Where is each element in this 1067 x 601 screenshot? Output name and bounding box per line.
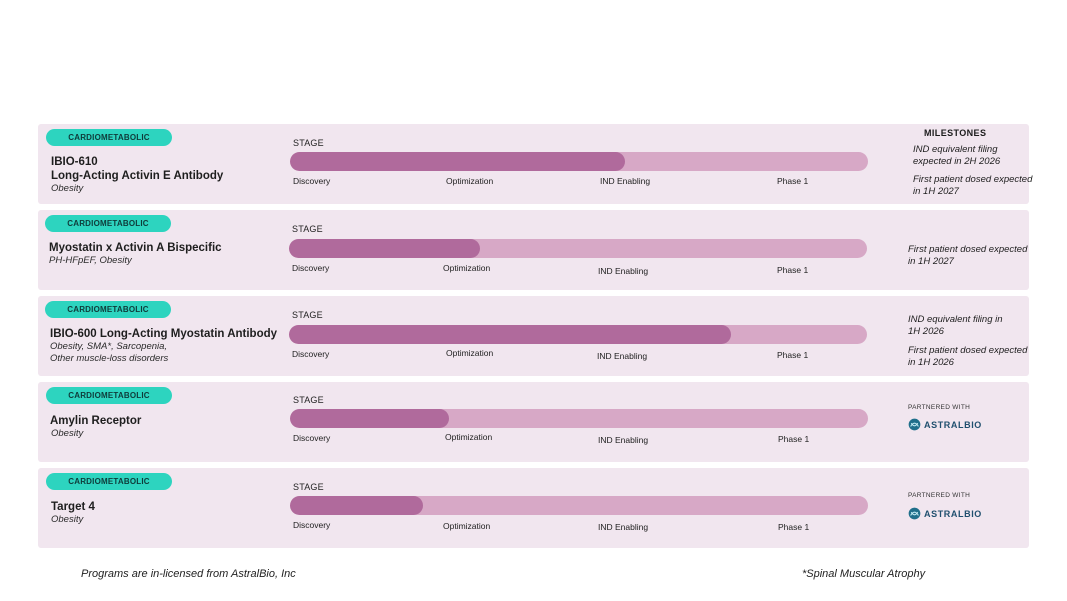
program-indication-line2: Other muscle-loss disorders <box>50 353 169 364</box>
stage-track <box>289 239 867 258</box>
stage-track <box>290 152 868 171</box>
footer-note-left: Programs are in-licensed from AstralBio,… <box>81 568 296 580</box>
stage-progress-fill <box>289 325 732 344</box>
stage-track <box>289 325 867 344</box>
milestone-item: First patient dosed expected in 1H 2026 <box>908 345 1028 368</box>
phase-1: Phase 1 <box>778 522 810 532</box>
stage-progress-fill <box>290 409 449 428</box>
phase-optimization: Optimization <box>445 432 493 442</box>
phase-1: Phase 1 <box>777 350 809 360</box>
phase-1: Phase 1 <box>777 176 809 186</box>
stage-track <box>290 409 868 428</box>
program-name-line2: Long-Acting Activin E Antibody <box>51 170 224 182</box>
category-badge: CARDIOMETABOLIC <box>45 215 171 232</box>
program-name: IBIO-610 <box>51 156 98 168</box>
stage-label: STAGE <box>292 224 323 234</box>
phase-discovery: Discovery <box>293 520 331 530</box>
stage-progress-fill <box>290 496 423 515</box>
program-indication: Obesity, SMA*, Sarcopenia, <box>50 341 168 352</box>
astralbio-logo: ASTRALBIO <box>908 507 982 520</box>
stage-label: STAGE <box>293 482 324 492</box>
program-row-1: CARDIOMETABOLIC IBIO-610 Long-Acting Act… <box>38 124 1032 204</box>
program-name: Amylin Receptor <box>50 415 142 427</box>
program-row-4: CARDIOMETABOLIC Amylin Receptor Obesity … <box>38 382 1029 462</box>
category-badge: CARDIOMETABOLIC <box>45 301 171 318</box>
phase-ind-enabling: IND Enabling <box>597 351 648 361</box>
program-name: Myostatin x Activin A Bispecific <box>49 242 222 254</box>
phase-ind-enabling: IND Enabling <box>598 266 649 276</box>
phase-ind-enabling: IND Enabling <box>598 435 649 445</box>
category-badge: CARDIOMETABOLIC <box>46 387 172 404</box>
program-indication: Obesity <box>51 183 84 194</box>
stage-label: STAGE <box>293 395 324 405</box>
phase-optimization: Optimization <box>446 176 494 186</box>
astralbio-logo: ASTRALBIO <box>908 418 982 431</box>
milestones-header: MILESTONES <box>924 128 987 138</box>
stage-track <box>290 496 868 515</box>
program-indication: Obesity <box>51 514 84 525</box>
astralbio-emblem-icon <box>908 507 921 520</box>
milestone-item: IND equivalent filing expected in 2H 202… <box>913 144 1001 167</box>
milestone-item: First patient dosed expected in 1H 2027 <box>913 174 1033 197</box>
partnered-with-label: PARTNERED WITH <box>908 492 971 499</box>
astralbio-emblem-icon <box>908 418 921 431</box>
program-row-2: CARDIOMETABOLIC Myostatin x Activin A Bi… <box>38 210 1029 290</box>
phase-discovery: Discovery <box>293 433 331 443</box>
program-name: IBIO-600 Long-Acting Myostatin Antibody <box>50 328 278 340</box>
category-badge: CARDIOMETABOLIC <box>46 129 172 146</box>
program-indication: PH-HFpEF, Obesity <box>49 255 132 266</box>
phase-optimization: Optimization <box>443 521 491 531</box>
phase-1: Phase 1 <box>777 265 809 275</box>
program-row-5: CARDIOMETABOLIC Target 4 Obesity STAGE D… <box>38 468 1029 548</box>
stage-label: STAGE <box>292 310 323 320</box>
phase-ind-enabling: IND Enabling <box>598 522 649 532</box>
stage-progress-fill <box>290 152 626 171</box>
partnered-with-label: PARTNERED WITH <box>908 404 971 411</box>
phase-discovery: Discovery <box>292 263 330 273</box>
phase-optimization: Optimization <box>446 348 494 358</box>
program-name: Target 4 <box>51 501 95 513</box>
stage-progress-fill <box>289 239 480 258</box>
phase-ind-enabling: IND Enabling <box>600 176 651 186</box>
milestone-item: First patient dosed expected in 1H 2027 <box>908 244 1028 267</box>
phase-optimization: Optimization <box>443 263 491 273</box>
footer-note-right: *Spinal Muscular Atrophy <box>802 568 926 580</box>
program-row-3: CARDIOMETABOLIC IBIO-600 Long-Acting Myo… <box>38 296 1029 376</box>
phase-discovery: Discovery <box>293 176 331 186</box>
partner-name: ASTRALBIO <box>924 419 982 430</box>
partner-name: ASTRALBIO <box>924 508 982 519</box>
phase-discovery: Discovery <box>292 349 330 359</box>
milestone-item: IND equivalent filing in 1H 2026 <box>908 314 1003 337</box>
category-badge: CARDIOMETABOLIC <box>46 473 172 490</box>
phase-1: Phase 1 <box>778 434 810 444</box>
stage-label: STAGE <box>293 138 324 148</box>
program-indication: Obesity <box>51 428 84 439</box>
